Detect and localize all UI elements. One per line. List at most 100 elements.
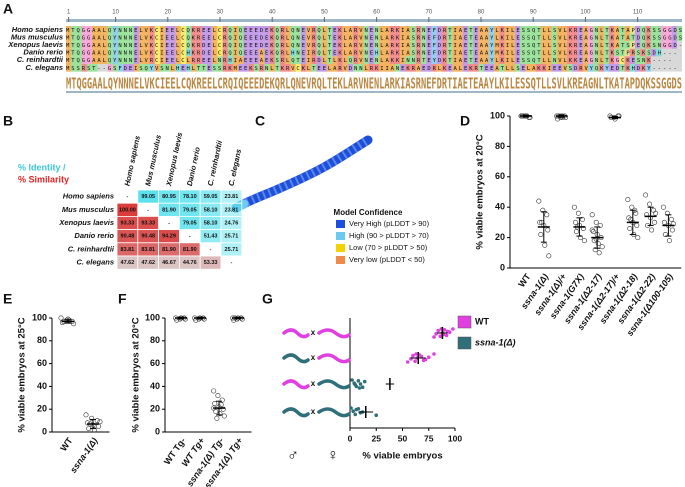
residue [603,41,610,49]
matrix-value: 93.33 [141,220,155,226]
residue [462,48,469,57]
data-point [555,116,561,122]
residue [123,64,129,72]
matrix-value: - [126,194,128,200]
residue [467,41,474,49]
residue [572,56,578,64]
y-tick-label: 0 [500,262,505,272]
matrix-value: - [189,234,191,240]
residue [175,41,182,49]
residue [635,56,641,64]
residue [525,41,531,49]
residue [488,33,495,42]
ruler-label: 40 [269,10,276,16]
residue [551,26,557,34]
residue [144,56,150,64]
data-point [669,227,675,233]
residue [159,33,166,42]
residue [253,64,260,72]
residue [541,48,547,57]
residue [415,56,422,64]
data-point [634,222,640,228]
residue [588,48,594,57]
data-point [423,357,428,362]
residue [420,48,427,57]
residue [86,64,93,72]
residue [394,64,401,72]
residue [196,64,202,72]
residue [478,26,484,34]
residue [259,41,265,49]
residue [436,41,443,49]
residue [593,26,599,34]
residue [327,64,333,72]
residue [186,41,192,49]
species-label: Danio rerio [23,48,63,57]
residue [92,56,98,64]
residue [473,56,479,64]
data-point [660,204,666,210]
residue [384,64,390,72]
residue [347,41,354,49]
matrix-value: 24.76 [225,220,239,226]
data-point [599,244,605,250]
data-point [575,210,581,216]
residue [201,56,208,64]
residue [170,26,176,34]
residue [415,26,422,34]
matrix-value: 53.33 [204,260,218,266]
matrix-value: 23.81 [225,194,239,200]
residue [499,41,505,49]
residue [509,64,516,72]
cross-symbol: x [311,379,316,388]
residue [635,41,641,49]
legend-swatch [457,336,472,350]
residue [311,33,317,42]
data-point [571,204,577,210]
residue [535,56,542,64]
matrix-value: 79.05 [183,220,197,226]
matrix-value: 25.71 [225,247,239,253]
residue [165,26,171,34]
residue [139,56,145,64]
residue [645,56,651,64]
residue [274,48,281,57]
residue [353,64,359,72]
y-tick-label: 80 [37,335,47,345]
residue [504,26,510,34]
residue [671,41,677,49]
residue [483,41,490,49]
residue [374,64,380,72]
residue [614,48,620,57]
residue [353,41,359,49]
matrix-value: - [168,220,170,226]
residue [201,33,208,42]
residue [311,26,317,34]
residue [394,26,401,34]
residue [295,33,302,42]
residue [462,41,469,49]
residue [259,48,265,57]
residue [650,26,657,34]
residue [97,26,103,34]
residue [180,48,187,57]
residue [389,33,396,42]
residue [217,26,223,34]
residue [358,33,364,42]
residue [457,41,463,49]
residue [499,56,505,64]
legend-label: Very low (pLDDT < 50) [349,255,425,264]
residue [306,64,312,72]
residue [457,26,463,34]
sequence-logo: MTQGGAALQYNNNELVKCIEELCQKREELCRQIQEEEDEK… [66,75,682,93]
residue [206,64,213,72]
residue [441,41,448,49]
residue [170,64,176,72]
residue [582,56,589,64]
panel-label: F [118,291,127,307]
species-label: Xenopus laevis [7,40,63,49]
residue [165,33,171,42]
residue [133,33,140,42]
worm-icon [317,379,351,390]
residue [274,41,281,49]
